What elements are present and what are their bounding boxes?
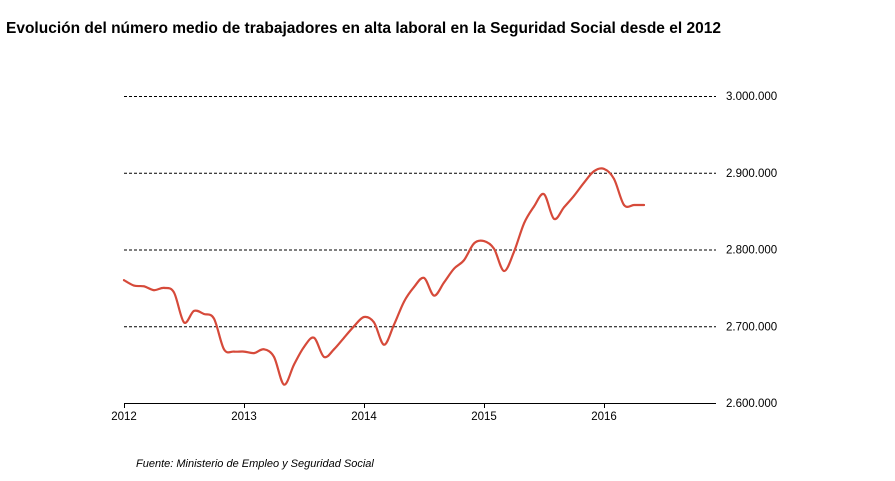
data-point: [553, 217, 555, 220]
data-point: [473, 242, 475, 245]
data-point: [633, 204, 635, 206]
data-point: [513, 250, 515, 253]
y-tick-label: 3.000.000: [726, 91, 777, 103]
data-point: [443, 281, 445, 284]
y-tick-label: 2.900.000: [726, 168, 777, 180]
data-point: [283, 383, 285, 386]
data-point: [573, 194, 575, 197]
data-point: [143, 285, 145, 288]
x-tick-label: 2016: [591, 411, 617, 423]
grid-lines: [124, 96, 716, 328]
data-point: [133, 284, 135, 287]
data-point: [163, 286, 165, 289]
data-point: [213, 317, 215, 320]
x-tick-label: 2015: [471, 411, 497, 423]
data-point: [203, 313, 205, 315]
x-tick-label: 2013: [231, 411, 257, 423]
data-point: [523, 222, 525, 225]
data-point: [463, 259, 465, 262]
data-point: [313, 336, 315, 339]
data-point: [243, 350, 245, 353]
data-point: [403, 300, 405, 303]
x-axis: [124, 403, 716, 408]
data-point: [563, 206, 565, 209]
data-point: [303, 346, 305, 348]
data-point: [413, 286, 415, 289]
data-point: [183, 321, 185, 324]
data-point: [613, 177, 615, 180]
data-point: [593, 170, 595, 173]
data-point: [363, 316, 365, 318]
data-point: [333, 348, 335, 351]
data-point: [543, 193, 545, 196]
data-point: [233, 350, 235, 353]
series-layer: [122, 167, 646, 386]
data-point: [623, 204, 625, 206]
y-axis-labels: 2.600.000 2.700.000 2.800.000 2.900.000 3.00…: [726, 91, 777, 410]
data-point: [483, 240, 485, 243]
data-point: [193, 309, 195, 312]
data-point: [433, 294, 435, 297]
y-tick-label: 2.600.000: [726, 398, 777, 410]
data-point: [423, 276, 425, 279]
y-tick-label: 2.700.000: [726, 321, 777, 333]
data-point: [253, 352, 255, 355]
data-point: [583, 181, 585, 184]
x-tick-label: 2014: [351, 411, 377, 423]
chart-title: Evolución del número medio de trabajador…: [6, 20, 721, 37]
series-line: [122, 167, 646, 386]
data-point: [173, 291, 175, 294]
data-point: [273, 355, 275, 358]
y-tick-label: 2.800.000: [726, 245, 777, 257]
data-point: [383, 343, 385, 346]
data-point: [503, 270, 505, 272]
data-point: [453, 267, 455, 270]
data-point: [153, 289, 155, 292]
x-axis-labels: 2012 2013 2014 2015 2016: [111, 411, 617, 423]
data-point: [323, 355, 325, 358]
data-point: [293, 363, 295, 366]
data-point: [263, 348, 265, 351]
data-point: [353, 325, 355, 328]
data-point: [533, 205, 535, 208]
source-note: Fuente: Ministerio de Empleo y Seguridad…: [136, 458, 374, 470]
x-tick-label: 2012: [111, 411, 137, 423]
data-point: [223, 348, 225, 351]
data-point: [373, 321, 375, 324]
data-point: [493, 247, 495, 250]
data-point: [603, 167, 605, 170]
data-point: [393, 323, 395, 326]
data-point: [643, 204, 645, 206]
data-point: [343, 336, 345, 339]
data-point: [123, 279, 125, 282]
